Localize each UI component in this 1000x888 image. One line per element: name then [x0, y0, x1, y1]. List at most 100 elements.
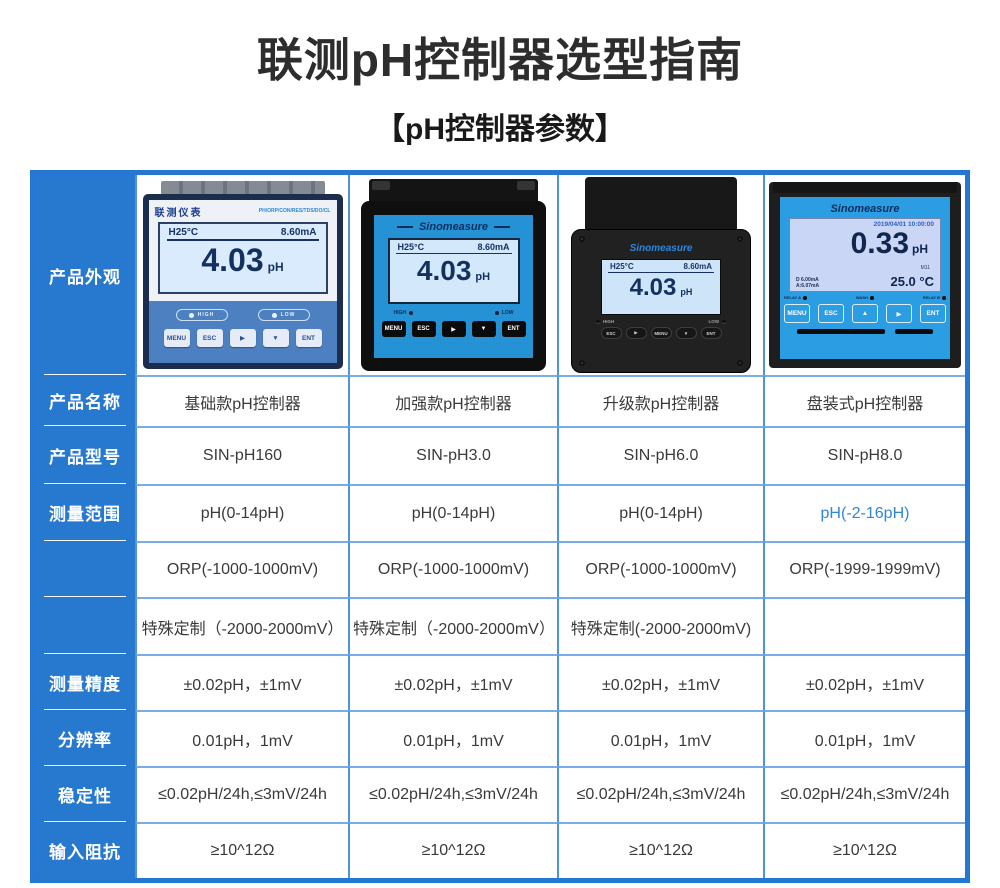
button-row: MENU ESC ▶ ▼ ENT: [163, 329, 322, 347]
indicator-row: HIGH LOW: [388, 310, 520, 316]
product-image-cell-panel: Sinomeasure 2019/04/01 10:00:00 0.33 pH M…: [763, 175, 965, 375]
row-label-stability: 稳定性: [35, 766, 135, 822]
led-dot: [188, 312, 194, 318]
lcd-mode: M11: [920, 265, 930, 271]
relay-a-indicator: RELAY A: [784, 295, 807, 300]
device-face: 联测仪表 PH/ORP/CON/RES/TDS/DO/CL H25°C 8.60…: [148, 200, 337, 363]
stability-panel: ≤0.02pH/24h,≤3mV/24h: [763, 766, 965, 822]
high-indicator: HIGH: [596, 319, 614, 324]
row-label-range-custom: [35, 597, 135, 654]
page-header: 联测pH控制器选型指南 【pH控制器参数】: [0, 0, 1000, 148]
esc-button: ESC: [411, 321, 436, 337]
menu-button: MENU: [381, 321, 406, 337]
accuracy-basic: ±0.02pH，±1mV: [135, 654, 348, 710]
name-upgraded: 升级款pH控制器: [557, 375, 763, 426]
menu-button: MENU: [784, 304, 810, 323]
right-arrow-button: ▶: [229, 329, 256, 347]
model-enhanced: SIN-pH3.0: [348, 426, 557, 484]
high-indicator: HIGH: [393, 310, 413, 316]
name-panel: 盘装式pH控制器: [763, 375, 965, 426]
product-image-cell-enhanced: Sinomeasure H25°C 8.60mA 4.03 pH HIGH LOW: [348, 175, 557, 375]
orp-range-basic: ORP(-1000-1000mV): [135, 541, 348, 597]
accuracy-panel: ±0.02pH，±1mV: [763, 654, 965, 710]
orp-range-enhanced: ORP(-1000-1000mV): [348, 541, 557, 597]
brand-text: Sinomeasure: [418, 221, 489, 233]
page-title: 联测pH控制器选型指南: [256, 34, 744, 86]
lcd-current: 8.60mA: [477, 242, 510, 252]
orp-range-panel: ORP(-1999-1999mV): [763, 541, 965, 597]
led-dot: [942, 295, 946, 300]
resolution-enhanced: 0.01pH，1mV: [348, 710, 557, 766]
esc-button: ESC: [818, 304, 844, 323]
screw-icon: [579, 236, 585, 242]
row-label-range-orp: [35, 541, 135, 597]
relay-b-indicator: RELAY B: [923, 295, 946, 300]
down-arrow-button: ▼: [675, 327, 697, 339]
lcd-value: 0.33: [850, 227, 909, 260]
mount-bracket: [160, 181, 325, 197]
lcd-outputs: D 6.00mA A:6.07mA: [796, 277, 819, 289]
low-label: LOW: [708, 319, 720, 324]
low-indicator: LOW: [494, 310, 514, 316]
led-dot: [271, 312, 277, 318]
param-list-text: PH/ORP/CON/RES/TDS/DO/CL: [258, 208, 331, 214]
lcd-current: 8.60mA: [280, 227, 317, 238]
esc-button: ESC: [600, 327, 622, 339]
up-arrow-button: ▲: [852, 304, 878, 323]
low-label: LOW: [280, 312, 296, 318]
esc-button: ESC: [196, 329, 223, 347]
ph-range-panel: pH(-2-16pH): [763, 484, 965, 541]
lcd-screen: H25°C 8.60mA 4.03 pH: [601, 259, 721, 315]
device-upgraded-controller: Sinomeasure H25°C 8.60mA 4.03 pH HIGH LOW…: [571, 177, 751, 373]
ent-button: ENT: [295, 329, 322, 347]
high-label: HIGH: [393, 310, 407, 316]
down-arrow-button: ▼: [262, 329, 289, 347]
button-row: MENU ESC ▲ ▶ ENT: [784, 304, 946, 323]
lcd-output-2: A:6.07mA: [796, 283, 820, 289]
product-image-cell-upgraded: Sinomeasure H25°C 8.60mA 4.03 pH HIGH LOW…: [557, 175, 763, 375]
brand-dash: [396, 226, 413, 228]
lcd-unit: pH: [912, 242, 928, 256]
lcd-datetime: 2019/04/01 10:00:00: [873, 221, 934, 228]
lcd-value: 4.03: [201, 242, 264, 278]
low-indicator: LOW: [708, 319, 726, 324]
device-face: Sinomeasure H25°C 8.60mA 4.03 pH HIGH LOW…: [571, 229, 751, 373]
model-basic: SIN-pH160: [135, 426, 348, 484]
product-image-cell-basic: 联测仪表 PH/ORP/CON/RES/TDS/DO/CL H25°C 8.60…: [135, 175, 348, 375]
device-panel-controller: Sinomeasure 2019/04/01 10:00:00 0.33 pH M…: [769, 182, 961, 368]
menu-button: MENU: [650, 327, 672, 339]
right-arrow-button: ▶: [625, 327, 647, 339]
led-dot: [869, 295, 874, 300]
device-basic-controller: 联测仪表 PH/ORP/CON/RES/TDS/DO/CL H25°C 8.60…: [142, 181, 343, 369]
device-header: 联测仪表 PH/ORP/CON/RES/TDS/DO/CL: [149, 200, 337, 222]
impedance-enhanced: ≥10^12Ω: [348, 822, 557, 878]
lcd-unit: pH: [475, 271, 491, 283]
vent-slots: [797, 329, 933, 334]
lcd-status-row: H25°C 8.60mA: [608, 261, 714, 273]
lcd-value-row: 4.03 pH: [608, 273, 714, 307]
lcd-current: 8.60mA: [683, 262, 712, 271]
brand-text: Sinomeasure: [629, 243, 693, 254]
high-indicator: HIGH: [175, 309, 228, 321]
vent-slot: [895, 329, 933, 334]
model-panel: SIN-pH8.0: [763, 426, 965, 484]
low-indicator: LOW: [257, 309, 310, 321]
device-lower-panel: HIGH LOW MENU ESC ▶ ▼ ENT: [148, 301, 337, 363]
ph-range-upgraded: pH(0-14pH): [557, 484, 763, 541]
row-label-impedance: 输入阻抗: [35, 822, 135, 878]
low-label: LOW: [501, 310, 514, 316]
lcd-temp: H25°C: [397, 242, 425, 252]
brand-text: Sinomeasure: [830, 203, 900, 215]
lcd-value-row: 4.03 pH: [167, 241, 319, 286]
ent-button: ENT: [700, 327, 722, 339]
high-label: HIGH: [197, 312, 215, 318]
row-label-name: 产品名称: [35, 375, 135, 426]
spec-table: 产品外观 联测仪表 PH/ORP/CON/RES/TDS/DO/CL H25°C…: [30, 170, 970, 883]
wash-label: WASH: [855, 295, 868, 300]
high-label: HIGH: [603, 319, 615, 324]
device-face: Sinomeasure 2019/04/01 10:00:00 0.33 pH M…: [780, 197, 950, 359]
accuracy-upgraded: ±0.02pH，±1mV: [557, 654, 763, 710]
resolution-panel: 0.01pH，1mV: [763, 710, 965, 766]
lcd-status-row: H25°C 8.60mA: [395, 241, 512, 254]
device-lid: [585, 177, 737, 237]
